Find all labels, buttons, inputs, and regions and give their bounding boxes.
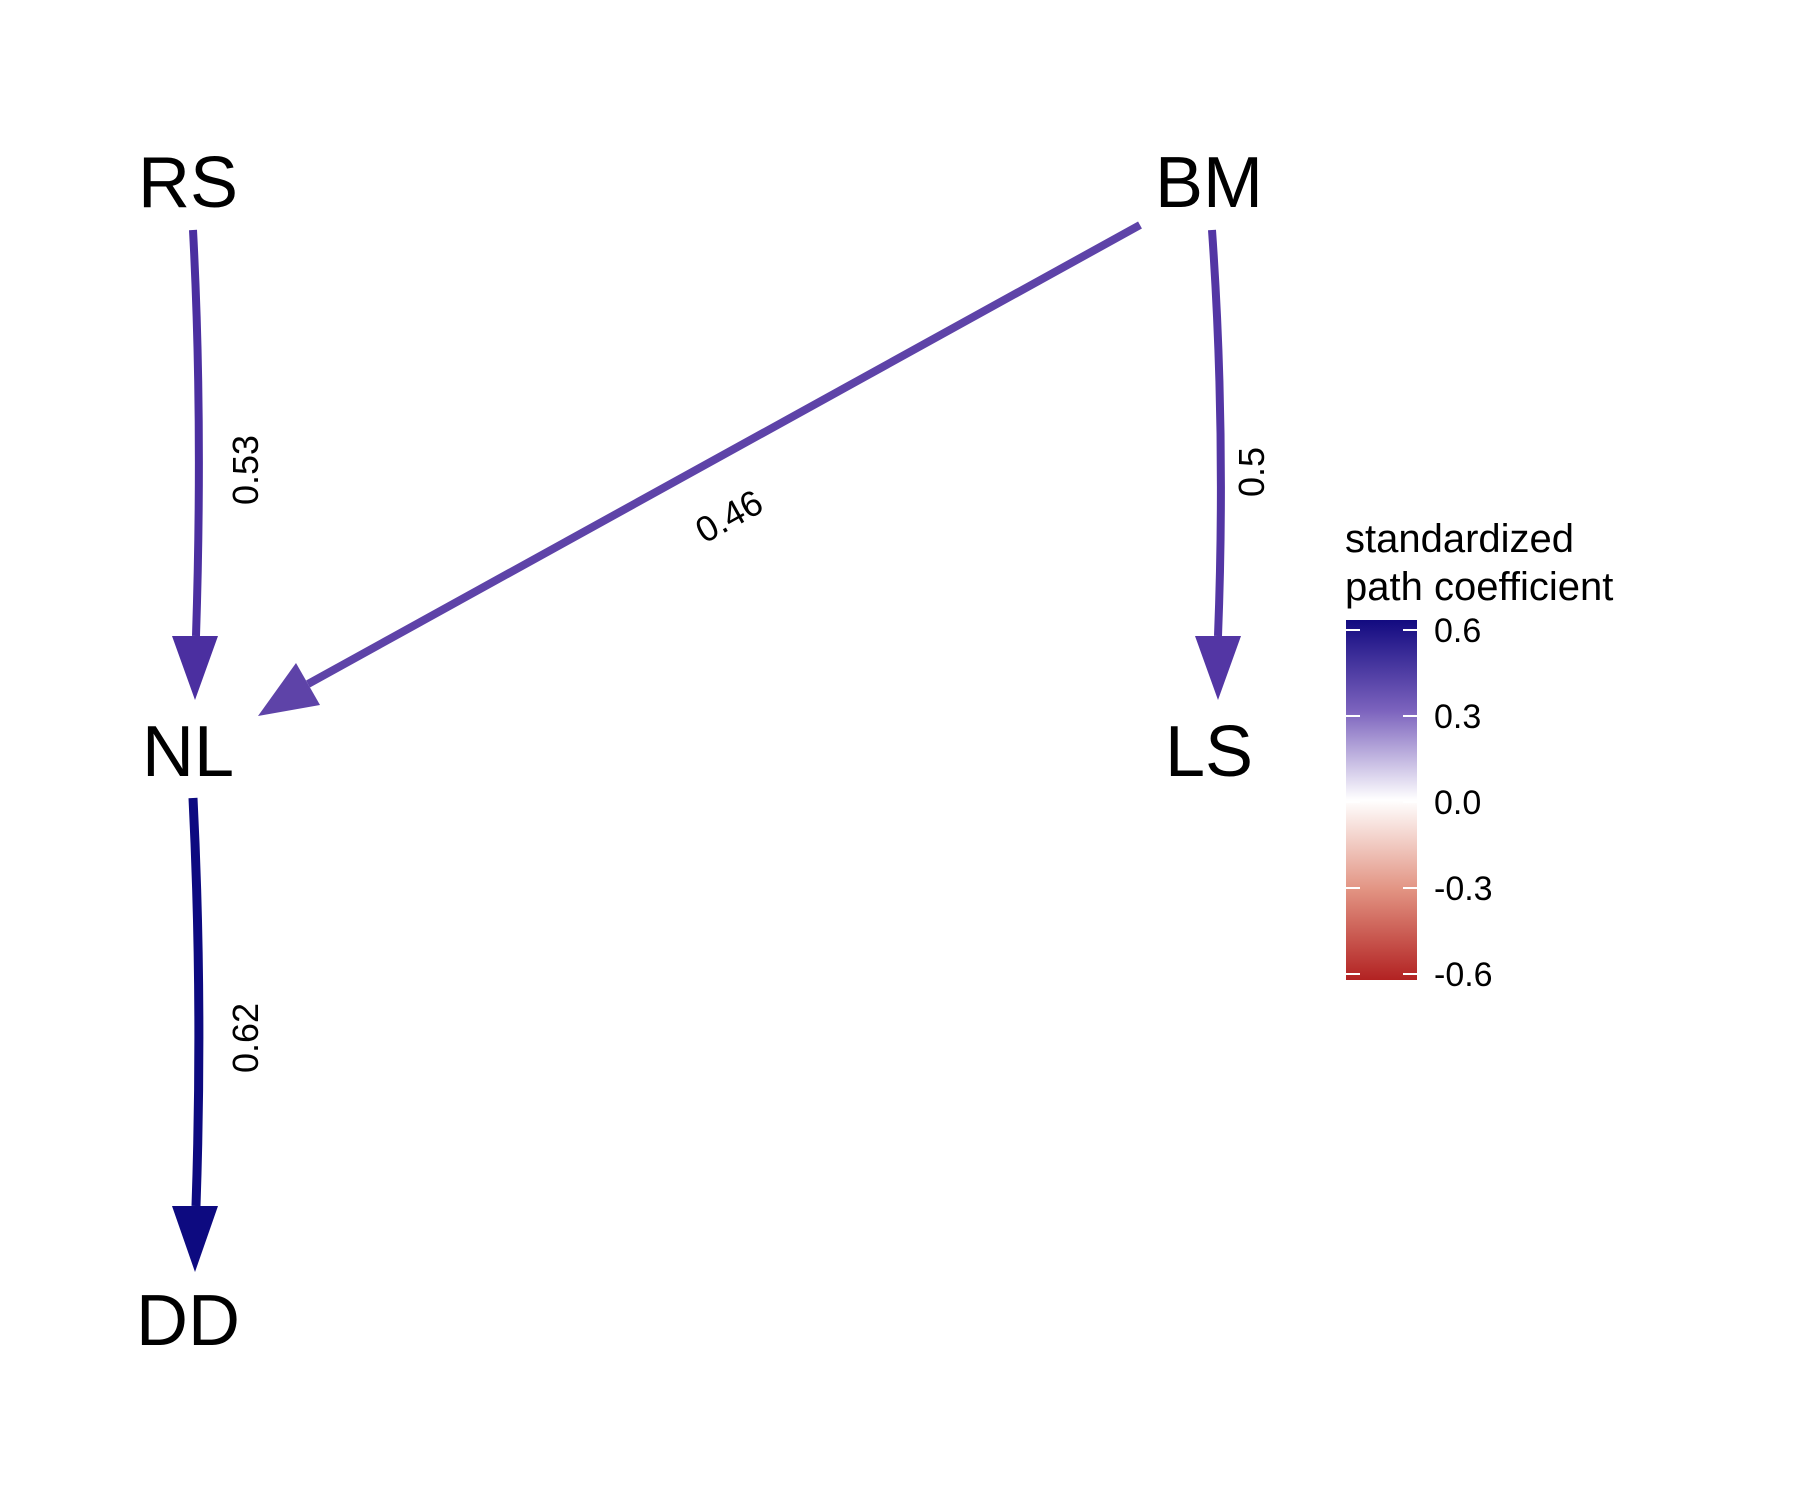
legend-tick-3: -0.3 [1434,870,1493,908]
edge-nl-dd-arrowhead [172,1206,218,1272]
legend-colorbar [1346,620,1417,980]
legend-title-line2: path coefficient [1345,565,1613,609]
edge-rs-nl-line [189,229,203,637]
edge-bm-nl-label: 0.46 [688,481,769,551]
edge-bm-ls-line [1208,229,1225,637]
edge-nl-dd-label: 0.62 [225,1003,266,1073]
edge-bm-ls: 0.5 [1195,229,1272,700]
legend-tick-1: 0.3 [1434,698,1481,736]
node-rs: RS [138,143,238,223]
legend: standardized path coefficient 0.6 0.3 0.… [1345,517,1613,994]
legend-tick-4: -0.6 [1434,956,1493,994]
edge-bm-ls-label: 0.5 [1231,447,1272,497]
legend-title-line1: standardized [1345,517,1574,561]
legend-tick-marks [1346,629,1417,975]
node-bm: BM [1155,143,1263,223]
node-nl: NL [142,712,234,792]
legend-tick-0: 0.6 [1434,612,1481,650]
node-dd: DD [136,1281,240,1361]
edge-bm-nl-line [306,221,1142,688]
legend-tick-2: 0.0 [1434,784,1481,822]
edge-bm-ls-arrowhead [1195,636,1241,700]
edge-rs-nl-arrowhead [172,636,218,700]
edge-nl-dd: 0.62 [172,797,266,1272]
edge-rs-nl-label: 0.53 [225,435,266,505]
edge-bm-ls-label-clip: 0.5 [1231,447,1272,497]
edge-nl-dd-line [188,797,204,1207]
edge-bm-nl: 0.46 [258,221,1142,716]
edge-bm-nl-arrowhead [258,663,320,716]
edge-rs-nl: 0.53 [172,229,266,700]
node-ls: LS [1165,712,1253,792]
